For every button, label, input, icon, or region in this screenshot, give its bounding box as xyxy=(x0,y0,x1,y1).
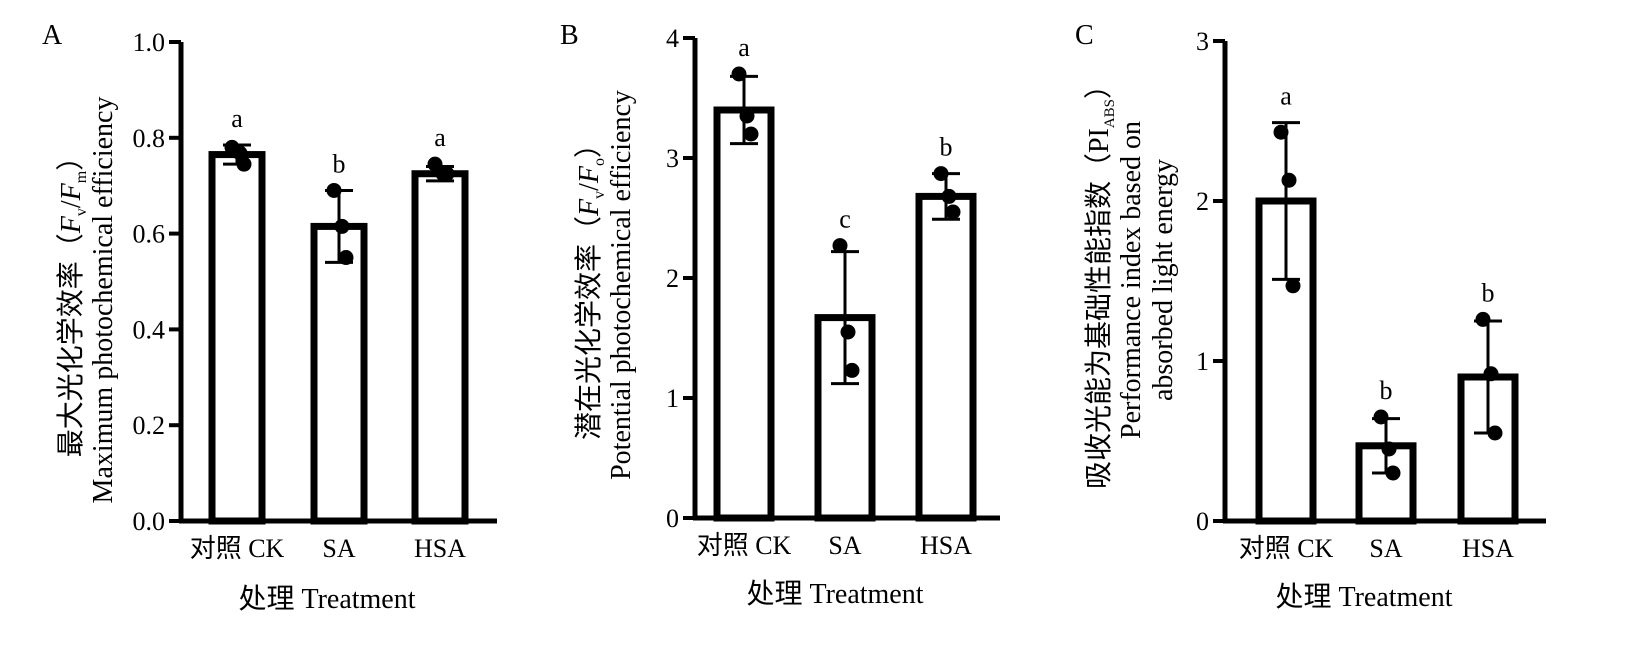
data-point xyxy=(844,362,860,378)
significance-letter: b xyxy=(1380,376,1393,405)
data-point xyxy=(933,166,949,182)
x-tick-label: HSA xyxy=(1462,534,1514,563)
y-tick-label: 1.0 xyxy=(133,28,166,57)
y-tick-label: 1 xyxy=(666,384,679,413)
x-axis-label: 处理 Treatment xyxy=(1275,581,1452,613)
data-point xyxy=(1381,441,1397,457)
x-tick-label: 对照 CK xyxy=(697,531,792,560)
y-tick-label: 0.8 xyxy=(133,124,166,153)
data-point xyxy=(832,238,848,254)
significance-letter: a xyxy=(231,104,243,133)
y-axis-label-en: Potential photochemical efficiency xyxy=(606,90,637,480)
y-tick-label: 0.6 xyxy=(133,220,166,249)
data-point xyxy=(439,166,455,182)
bar xyxy=(208,151,266,525)
data-point xyxy=(326,182,342,198)
data-point xyxy=(941,188,957,204)
data-point xyxy=(1281,172,1297,188)
x-tick-label: SA xyxy=(1369,534,1402,563)
y-axis-label-zh: 吸收光能为基础性能指数（PIABS） xyxy=(1083,71,1118,489)
y-tick-label: 2 xyxy=(1196,187,1209,216)
significance-letter: c xyxy=(839,205,851,234)
y-tick-label: 0 xyxy=(666,504,679,533)
data-point xyxy=(1273,124,1289,140)
y-axis-label-zh: 最大光化学效率（Fv/Fm） xyxy=(55,143,90,457)
significance-letter: b xyxy=(1482,278,1495,307)
data-point xyxy=(840,324,856,340)
data-point xyxy=(731,66,747,82)
panel-letter: A xyxy=(42,20,63,51)
y-tick-label: 2 xyxy=(666,264,679,293)
y-tick-label: 0 xyxy=(1196,507,1209,536)
panel-a: A 最大光化学效率（Fv/Fm） Maximum photochemical e… xyxy=(42,20,497,615)
panel-letter: B xyxy=(560,20,579,51)
significance-letter: a xyxy=(434,123,446,152)
bar xyxy=(411,170,469,525)
y-axis-label-group: 潜在光化学效率（Fv/Fo） Potential photochemical e… xyxy=(573,90,637,480)
data-point xyxy=(1475,311,1491,327)
data-point xyxy=(1487,425,1503,441)
significance-letter: a xyxy=(1280,82,1292,111)
data-point xyxy=(334,218,350,234)
x-axis-label: 处理 Treatment xyxy=(746,578,923,610)
significance-letter: b xyxy=(333,149,346,178)
bar xyxy=(713,106,775,522)
x-tick-label: HSA xyxy=(920,531,972,560)
y-tick-label: 0.4 xyxy=(133,315,166,344)
y-tick-label: 3 xyxy=(666,144,679,173)
data-point xyxy=(743,126,759,142)
data-point xyxy=(1483,366,1499,382)
x-tick-label: 对照 CK xyxy=(1239,534,1334,563)
bar xyxy=(310,222,368,525)
x-tick-label: 对照 CK xyxy=(190,534,285,563)
data-point xyxy=(1285,278,1301,294)
data-point xyxy=(1373,409,1389,425)
y-axis-label-zh: 潜在光化学效率（Fv/Fo） xyxy=(573,130,608,440)
data-point xyxy=(739,108,755,124)
y-tick-label: 0.0 xyxy=(133,507,166,536)
bar xyxy=(915,192,977,522)
data-point xyxy=(338,250,354,266)
y-axis-label-en: Maximum photochemical efficiency xyxy=(88,97,119,504)
y-tick-label: 0.2 xyxy=(133,411,166,440)
y-tick-label: 4 xyxy=(666,24,679,53)
y-tick-label: 1 xyxy=(1196,347,1209,376)
y-axis-label-en-line2: absorbed light energy xyxy=(1148,159,1179,401)
data-point xyxy=(236,156,252,172)
data-point xyxy=(1385,465,1401,481)
bar xyxy=(1457,373,1519,525)
panel-c: C 吸收光能为基础性能指数（PIABS） Performance index b… xyxy=(1075,20,1546,613)
x-tick-label: SA xyxy=(828,531,861,560)
significance-letter: a xyxy=(738,33,750,62)
panel-letter: C xyxy=(1075,20,1094,51)
y-axis-label-group: 最大光化学效率（Fv/Fm） Maximum photochemical eff… xyxy=(55,97,119,504)
y-tick-label: 3 xyxy=(1196,27,1209,56)
data-point xyxy=(945,204,961,220)
x-axis-label: 处理 Treatment xyxy=(238,583,415,615)
x-tick-label: HSA xyxy=(414,534,466,563)
panel-b: B 潜在光化学效率（Fv/Fo） Potential photochemical… xyxy=(560,20,1000,610)
y-axis-label-group: 吸收光能为基础性能指数（PIABS） Performance index bas… xyxy=(1083,71,1179,489)
y-axis-label-en-line1: Performance index based on xyxy=(1116,121,1147,439)
x-tick-label: SA xyxy=(322,534,355,563)
significance-letter: b xyxy=(940,133,953,162)
